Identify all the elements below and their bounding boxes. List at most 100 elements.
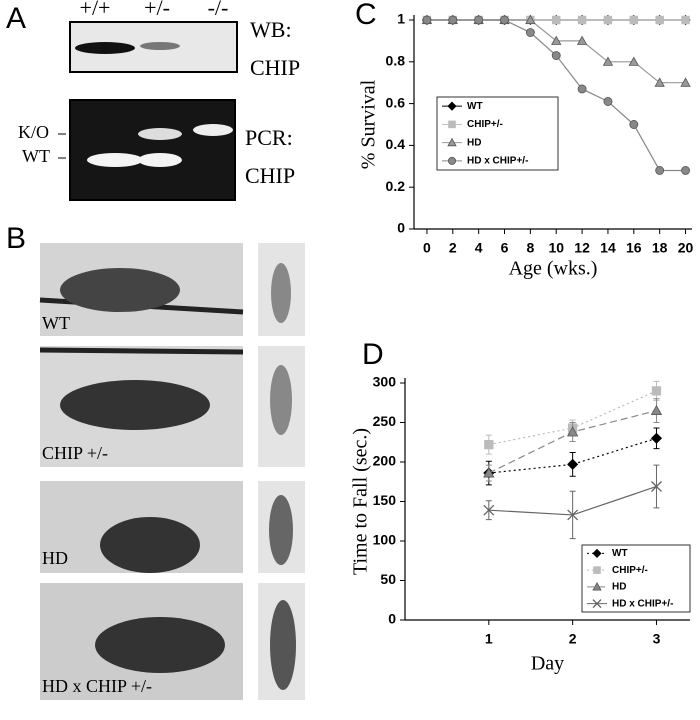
- mouse: [95, 617, 225, 673]
- x-tick-label: 10: [548, 240, 564, 256]
- marker: [650, 404, 663, 416]
- marker: [603, 97, 613, 106]
- marker: [551, 51, 561, 60]
- y-tick-label: 0.4: [386, 136, 406, 152]
- marker: [655, 166, 665, 175]
- y-tick-label: 50: [380, 571, 396, 587]
- x-tick-label: 2: [449, 240, 457, 256]
- panel-label: D: [362, 338, 384, 371]
- legend-label: HD: [612, 582, 626, 593]
- marker: [577, 84, 587, 94]
- marker: [651, 481, 662, 492]
- band-label: K/O: [18, 122, 49, 142]
- y-tick-label: 0: [397, 220, 405, 236]
- y-tick-label: 150: [373, 492, 397, 508]
- legend-label: CHIP+/-: [612, 565, 648, 576]
- marker: [551, 35, 562, 45]
- marker: [629, 120, 639, 129]
- y-axis-label: % Survival: [358, 79, 380, 169]
- marker: [592, 548, 602, 558]
- x-tick-label: 3: [653, 631, 661, 647]
- y-tick-label: 0.6: [386, 94, 406, 110]
- wb-label: CHIP: [250, 55, 300, 80]
- marker: [655, 15, 664, 25]
- panel-label: A: [6, 2, 26, 35]
- y-tick-label: 0: [388, 611, 396, 627]
- marker: [448, 120, 456, 129]
- x-axis-label: Age (wks.): [509, 258, 598, 280]
- mouse: [269, 495, 293, 565]
- x-tick-label: 18: [652, 240, 668, 256]
- marker: [525, 14, 536, 25]
- marker: [654, 77, 665, 87]
- genotype-label: HD x CHIP +/-: [42, 676, 152, 696]
- marker: [576, 35, 588, 45]
- x-tick-label: 20: [678, 240, 694, 256]
- marker: [448, 15, 458, 25]
- y-tick-label: 100: [373, 532, 397, 548]
- marker: [681, 15, 690, 25]
- genotype: +/+: [80, 0, 111, 20]
- legend-box: [436, 96, 559, 171]
- photo-row: HD x CHIP +/-: [40, 583, 305, 700]
- marker: [447, 156, 456, 165]
- x-tick-label: 16: [626, 240, 642, 256]
- marker: [525, 28, 535, 37]
- legend-label: HD x CHIP+/-: [467, 156, 528, 167]
- marker: [577, 15, 587, 25]
- x-axis-label: Day: [531, 653, 564, 675]
- marker: [552, 15, 561, 25]
- marker: [593, 566, 601, 574]
- rod: [39, 347, 244, 355]
- x-tick-label: 14: [600, 240, 616, 256]
- marker: [474, 15, 484, 25]
- y-tick-label: 0.2: [386, 178, 406, 194]
- x-tick-label: 2: [569, 631, 577, 647]
- photo-row: HD: [40, 481, 305, 573]
- y-axis-label: Time to Fall (sec.): [350, 428, 372, 575]
- genotype-label: HD: [42, 548, 68, 568]
- y-tick-label: 0.8: [386, 53, 406, 69]
- marker: [447, 101, 457, 111]
- marker: [629, 15, 639, 25]
- pcr-label: PCR:: [245, 125, 293, 150]
- x-tick-label: 0: [423, 240, 431, 256]
- marker: [483, 504, 495, 516]
- mouse: [60, 268, 180, 312]
- mouse: [60, 380, 210, 430]
- marker: [680, 77, 691, 87]
- photo-row: WT: [39, 243, 305, 336]
- genotype-label: CHIP +/-: [42, 443, 108, 463]
- mouse: [270, 365, 292, 435]
- y-tick-label: 1: [397, 11, 405, 27]
- x-tick-label: 6: [501, 240, 509, 256]
- marker: [483, 467, 495, 478]
- marker: [628, 56, 639, 66]
- wb-label: WB:: [250, 17, 292, 42]
- band-label: WT: [22, 146, 50, 166]
- y-tick-label: 250: [373, 413, 397, 429]
- pcr-gel: [69, 99, 236, 201]
- marker: [650, 432, 663, 444]
- panel-label: B: [6, 222, 26, 255]
- blot-band: [140, 42, 180, 50]
- mouse: [100, 517, 200, 573]
- marker: [422, 15, 432, 25]
- photo-row: CHIP +/-: [39, 346, 305, 467]
- gel-band: [193, 124, 233, 136]
- x-tick-label: 8: [526, 240, 534, 256]
- marker: [681, 166, 690, 175]
- panel-label: C: [355, 0, 377, 31]
- genotype-label: WT: [42, 313, 70, 333]
- marker: [567, 509, 579, 521]
- marker: [603, 15, 613, 25]
- gel-band: [138, 128, 182, 140]
- mouse: [271, 263, 291, 323]
- y-tick-label: 300: [373, 374, 397, 390]
- legend-label: HD: [467, 137, 481, 148]
- marker: [592, 599, 602, 609]
- legend-label: WT: [467, 101, 483, 112]
- marker: [567, 458, 579, 470]
- marker: [484, 439, 494, 450]
